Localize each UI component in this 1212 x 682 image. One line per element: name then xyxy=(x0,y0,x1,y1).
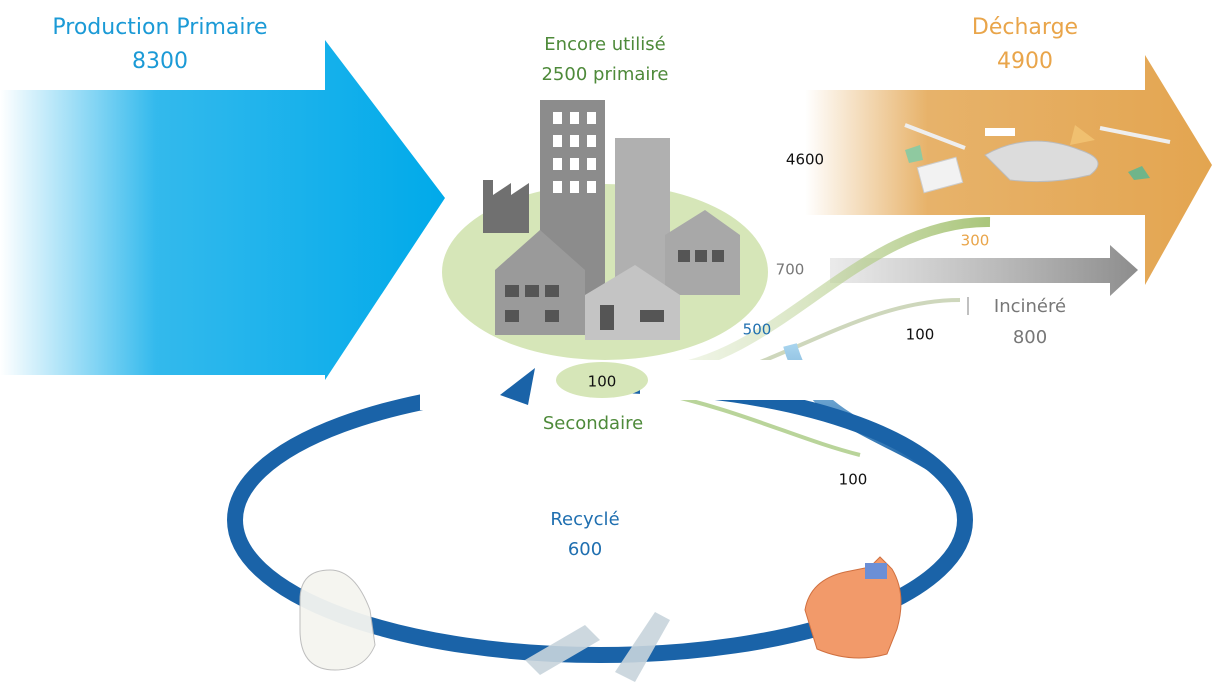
flow-label: 100 xyxy=(906,326,935,344)
flow-to-landfill xyxy=(659,216,991,375)
production-value: 8300 xyxy=(132,49,188,74)
recycled-value: 600 xyxy=(568,539,602,560)
flow-label: 4600 xyxy=(786,151,824,169)
incinerated-value: 800 xyxy=(1013,327,1047,348)
in-use-label: Encore utilisé xyxy=(544,34,665,55)
city xyxy=(483,100,740,340)
recycled-label: Recyclé xyxy=(550,509,619,530)
debris xyxy=(904,123,1171,194)
secondary-base xyxy=(556,362,648,398)
secondary-value: 100 xyxy=(588,373,617,391)
flow-label: 300 xyxy=(961,232,990,250)
production-label: Production Primaire xyxy=(52,15,267,40)
incinerated-label: Incinéré xyxy=(994,296,1066,317)
flow-label: 700 xyxy=(776,261,805,279)
in-use-value: 2500 primaire xyxy=(541,64,668,85)
incineration-arrow xyxy=(830,245,1138,296)
recycle-arrowhead xyxy=(500,368,535,405)
landfill-value: 4900 xyxy=(997,49,1053,74)
bottles xyxy=(299,556,902,682)
secondary-label: Secondaire xyxy=(543,413,643,434)
flow-label: 100 xyxy=(839,471,868,489)
landfill-label: Décharge xyxy=(972,15,1078,40)
production-arrow xyxy=(0,40,445,380)
flow-label: 500 xyxy=(743,321,772,339)
